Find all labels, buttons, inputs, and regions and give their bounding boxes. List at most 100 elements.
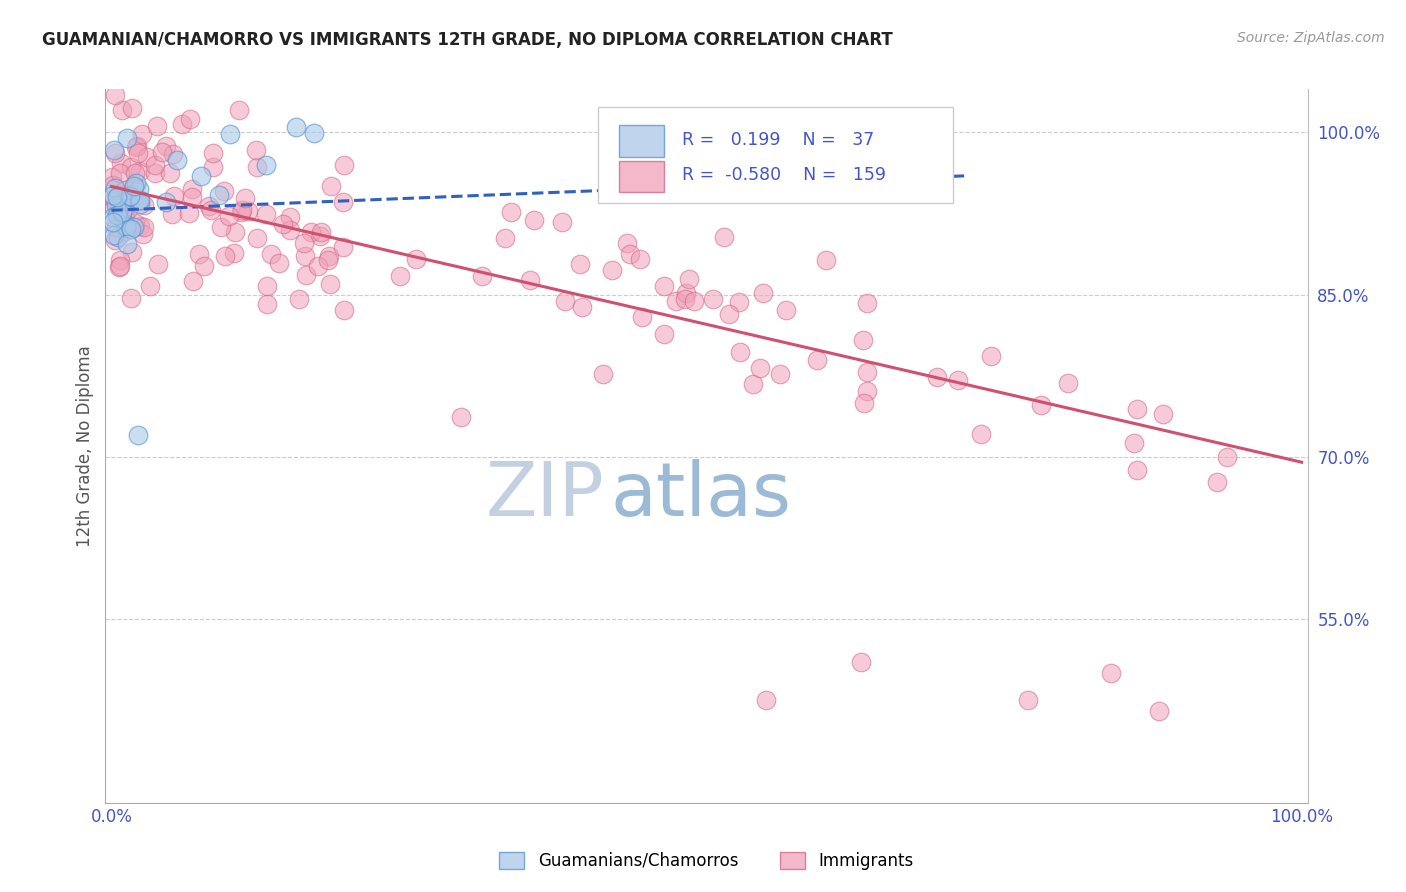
- Point: [107, 188, 129, 202]
- Point: [114, 210, 136, 224]
- Point: [108, 166, 131, 180]
- Point: [122, 178, 145, 193]
- Point: [110, 204, 132, 219]
- Point: [980, 349, 1002, 363]
- Point: [728, 344, 751, 359]
- Point: [238, 203, 260, 218]
- Point: [970, 426, 993, 441]
- Point: [162, 146, 184, 161]
- Point: [181, 182, 204, 196]
- Point: [218, 209, 240, 223]
- Point: [273, 217, 295, 231]
- Point: [405, 252, 427, 267]
- Point: [775, 303, 797, 318]
- Point: [229, 205, 252, 219]
- Point: [309, 225, 332, 239]
- Point: [267, 256, 290, 270]
- Point: [132, 198, 155, 212]
- Point: [1126, 402, 1149, 417]
- Point: [193, 259, 215, 273]
- Point: [727, 294, 749, 309]
- Point: [107, 204, 129, 219]
- Point: [121, 181, 143, 195]
- Point: [523, 212, 546, 227]
- Point: [114, 224, 136, 238]
- Point: [125, 140, 148, 154]
- Point: [318, 250, 340, 264]
- Point: [224, 226, 246, 240]
- Point: [187, 247, 209, 261]
- Point: [1216, 450, 1239, 464]
- Point: [128, 194, 150, 208]
- Point: [108, 260, 131, 274]
- Point: [101, 169, 124, 184]
- Point: [254, 158, 277, 172]
- Point: [200, 202, 222, 217]
- Point: [103, 193, 125, 207]
- Point: [713, 230, 735, 244]
- Point: [755, 693, 778, 707]
- Point: [124, 216, 146, 230]
- Point: [571, 300, 593, 314]
- Point: [127, 146, 149, 161]
- Point: [128, 193, 150, 207]
- Point: [256, 296, 278, 310]
- Point: [856, 384, 879, 399]
- Point: [131, 127, 153, 141]
- Point: [103, 211, 125, 225]
- Point: [600, 262, 623, 277]
- Point: [128, 182, 150, 196]
- Point: [128, 219, 150, 233]
- Point: [284, 120, 307, 135]
- Point: [125, 139, 148, 153]
- Point: [855, 365, 877, 379]
- Point: [207, 188, 229, 202]
- Point: [101, 188, 124, 202]
- Point: [333, 303, 356, 318]
- Point: [1147, 704, 1170, 718]
- Point: [1057, 376, 1080, 390]
- Point: [1125, 463, 1147, 477]
- Point: [103, 227, 125, 242]
- Point: [159, 166, 181, 180]
- Point: [278, 210, 301, 224]
- Point: [471, 269, 494, 284]
- Bar: [619, 125, 665, 157]
- Point: [118, 187, 141, 202]
- Point: [228, 103, 250, 117]
- Point: [150, 145, 173, 159]
- Point: [170, 117, 193, 131]
- Point: [319, 277, 342, 291]
- Point: [105, 208, 128, 222]
- Point: [1123, 436, 1146, 450]
- Point: [815, 252, 838, 267]
- Text: atlas: atlas: [610, 459, 792, 533]
- Point: [222, 245, 245, 260]
- Point: [202, 145, 225, 160]
- Point: [155, 195, 177, 210]
- Text: ZIP: ZIP: [485, 459, 605, 533]
- Point: [333, 158, 356, 172]
- Point: [146, 119, 169, 133]
- Text: GUAMANIAN/CHAMORRO VS IMMIGRANTS 12TH GRADE, NO DIPLOMA CORRELATION CHART: GUAMANIAN/CHAMORRO VS IMMIGRANTS 12TH GR…: [42, 31, 893, 49]
- Point: [308, 229, 330, 244]
- Y-axis label: 12th Grade, No Diploma: 12th Grade, No Diploma: [76, 345, 94, 547]
- Point: [120, 160, 142, 174]
- Point: [246, 231, 269, 245]
- Point: [105, 198, 128, 212]
- Point: [209, 219, 232, 234]
- Point: [201, 160, 224, 174]
- Point: [389, 269, 412, 284]
- Point: [852, 395, 875, 409]
- Point: [132, 227, 155, 241]
- Point: [673, 292, 696, 306]
- Point: [129, 196, 152, 211]
- Point: [332, 194, 354, 209]
- Point: [101, 178, 124, 192]
- Point: [494, 230, 516, 244]
- Point: [752, 286, 775, 301]
- Point: [925, 369, 948, 384]
- Point: [105, 190, 128, 204]
- Point: [110, 196, 132, 211]
- Bar: [619, 161, 665, 193]
